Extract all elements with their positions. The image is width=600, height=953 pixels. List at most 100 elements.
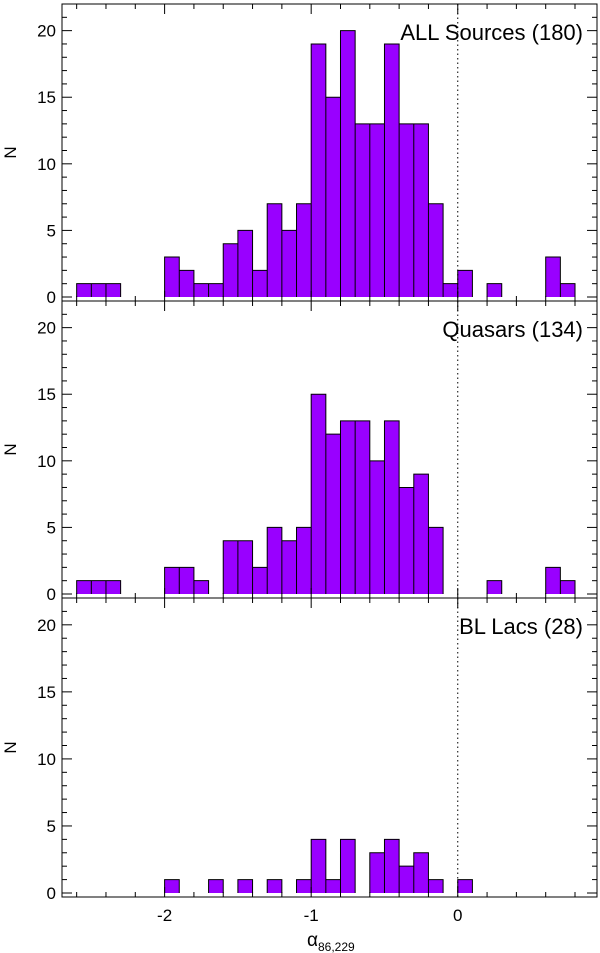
histogram-bar <box>267 203 282 297</box>
histogram-bar <box>281 540 297 594</box>
y-axis-label: N <box>1 741 20 753</box>
histogram-bar <box>208 879 224 893</box>
histogram-bar <box>355 123 370 297</box>
histogram-bar <box>164 257 180 297</box>
y-tick-label: 10 <box>37 155 56 174</box>
x-axis-label-main: α <box>307 930 318 951</box>
y-tick-label: 20 <box>37 616 56 635</box>
y-tick-label: 20 <box>37 22 56 41</box>
x-tick-label: -2 <box>157 906 172 925</box>
histogram-bar <box>296 527 312 594</box>
histogram-outline <box>164 838 473 893</box>
panel-title: BL Lacs (28) <box>459 614 583 639</box>
y-tick-label: 5 <box>47 221 56 240</box>
x-axis-label: α86,229 <box>307 930 355 953</box>
histogram-bar <box>325 434 341 594</box>
histogram-bar <box>399 866 414 893</box>
histogram-bar <box>545 567 561 594</box>
histogram-bar <box>355 420 370 594</box>
histogram-bar <box>325 97 341 297</box>
histogram-bar <box>237 879 253 893</box>
histogram-bar <box>76 580 92 594</box>
histogram-bar <box>267 527 282 594</box>
histogram-bar <box>252 270 268 297</box>
histogram-bar <box>457 270 473 297</box>
histogram-bar <box>384 43 400 298</box>
histogram-bar <box>384 420 400 594</box>
y-tick-label: 0 <box>47 884 56 903</box>
y-axis-label: N <box>1 443 20 455</box>
histogram-bar <box>296 879 312 893</box>
panel-3: 0 5 10 15 20 N BL Lacs (28) <box>1 597 598 903</box>
histogram-bar <box>311 394 326 594</box>
histogram-bar <box>267 879 282 893</box>
y-tick-label: 10 <box>37 750 56 769</box>
histogram-bar <box>487 283 502 297</box>
histogram-bar <box>223 243 238 297</box>
histogram-bar <box>311 839 326 893</box>
histogram-bar <box>457 879 473 893</box>
histogram-bar <box>76 283 92 297</box>
y-tick-label: 15 <box>37 88 56 107</box>
histogram-bar <box>237 230 253 297</box>
histogram-bar <box>105 580 121 594</box>
histogram-outline <box>76 30 576 297</box>
histogram-bar <box>164 567 180 594</box>
x-tick-label: 0 <box>453 906 462 925</box>
histogram-bar <box>428 203 444 297</box>
histogram-bar <box>193 580 209 594</box>
histogram-bar <box>545 257 561 297</box>
histogram-bar <box>325 879 341 893</box>
histogram-outline <box>76 393 576 594</box>
histogram-bar <box>179 270 194 297</box>
histogram-bar <box>369 852 385 893</box>
histogram-bar <box>105 283 121 297</box>
histogram-bar <box>369 123 385 297</box>
histogram-bar <box>311 43 326 298</box>
histogram-bar <box>193 283 209 297</box>
histogram-bar <box>399 123 414 297</box>
x-axis-label-subscript: 86,229 <box>318 940 355 953</box>
histogram-bar <box>179 567 194 594</box>
histogram-bar <box>296 203 312 297</box>
histogram-bar <box>340 420 356 594</box>
histogram-bar <box>413 852 429 893</box>
histogram-bar <box>413 123 429 297</box>
histogram-bar <box>428 527 444 594</box>
x-tick-label: -1 <box>304 906 319 925</box>
y-axis-label: N <box>1 146 20 158</box>
y-tick-label: 5 <box>47 518 56 537</box>
y-tick-label: 15 <box>37 385 56 404</box>
panel-2: 0 5 10 15 20 N Quasars (134) <box>1 300 598 604</box>
y-tick-label: 15 <box>37 683 56 702</box>
panel-frame <box>61 597 598 898</box>
histogram-bar <box>252 567 268 594</box>
histogram-bar <box>237 540 253 594</box>
y-tick-label: 10 <box>37 452 56 471</box>
histogram-bar <box>487 580 502 594</box>
y-tick-label: 0 <box>47 288 56 307</box>
histogram-bar <box>384 839 400 893</box>
histogram-bar <box>413 474 429 594</box>
histogram-bar <box>164 879 180 893</box>
y-tick-label: 5 <box>47 817 56 836</box>
histogram-bar <box>340 839 356 893</box>
histogram-bar <box>560 283 576 297</box>
histogram-bar <box>340 30 356 297</box>
y-tick-label: 20 <box>37 319 56 338</box>
histogram-bar <box>91 580 106 594</box>
histogram-bar <box>208 283 224 297</box>
histogram-bar <box>399 487 414 594</box>
histogram-bar <box>443 283 458 297</box>
histogram-bar <box>91 283 106 297</box>
panel-title: Quasars (134) <box>442 317 583 342</box>
panel-1: 0 5 10 15 20 N ALL Sources (180) <box>1 3 598 307</box>
histogram-bar <box>281 230 297 297</box>
histogram-bar <box>560 580 576 594</box>
panel-title: ALL Sources (180) <box>400 20 583 45</box>
histogram-bar <box>428 879 444 893</box>
y-tick-label: 0 <box>47 585 56 604</box>
histogram-bar <box>369 460 385 594</box>
